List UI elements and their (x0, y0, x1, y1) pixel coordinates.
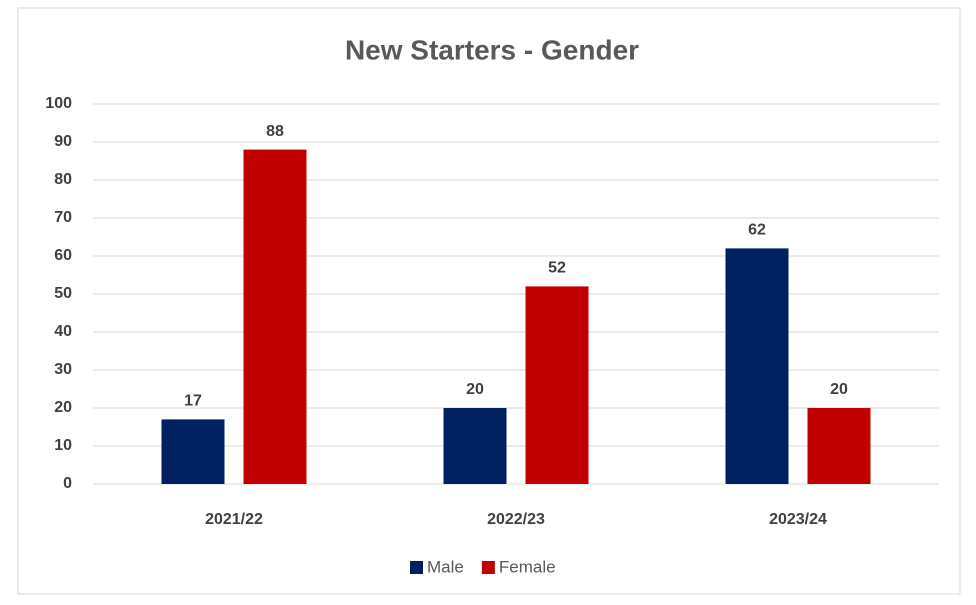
data-label: 62 (748, 222, 766, 239)
x-tick-label: 2023/24 (769, 511, 827, 528)
y-tick-label: 70 (54, 209, 72, 226)
x-tick-label: 2022/23 (487, 511, 545, 528)
chart-border (17, 7, 961, 595)
bar (807, 408, 871, 484)
bar (443, 408, 507, 484)
y-tick-label: 60 (54, 247, 72, 264)
y-tick-label: 10 (54, 437, 72, 454)
data-label: 20 (830, 381, 848, 398)
data-label: 88 (266, 123, 284, 140)
data-label: 17 (184, 393, 202, 410)
legend-swatch (481, 561, 495, 574)
y-tick-label: 40 (54, 323, 72, 340)
y-tick-label: 100 (45, 95, 72, 112)
y-tick-label: 30 (54, 361, 72, 378)
data-label: 20 (466, 381, 484, 398)
y-tick-label: 20 (54, 399, 72, 416)
x-tick-label: 2021/22 (205, 511, 263, 528)
bar (161, 419, 225, 484)
y-tick-label: 80 (54, 171, 72, 188)
bar (243, 149, 307, 484)
y-tick-label: 0 (63, 475, 72, 492)
y-tick-label: 50 (54, 285, 72, 302)
bar (725, 248, 789, 484)
y-tick-label: 90 (54, 133, 72, 150)
legend-swatch (410, 561, 423, 574)
legend-label: Male (427, 557, 464, 576)
data-label: 52 (548, 260, 566, 277)
legend-label: Female (499, 557, 556, 576)
chart-title: New Starters - Gender (345, 34, 639, 65)
bar (525, 286, 589, 484)
